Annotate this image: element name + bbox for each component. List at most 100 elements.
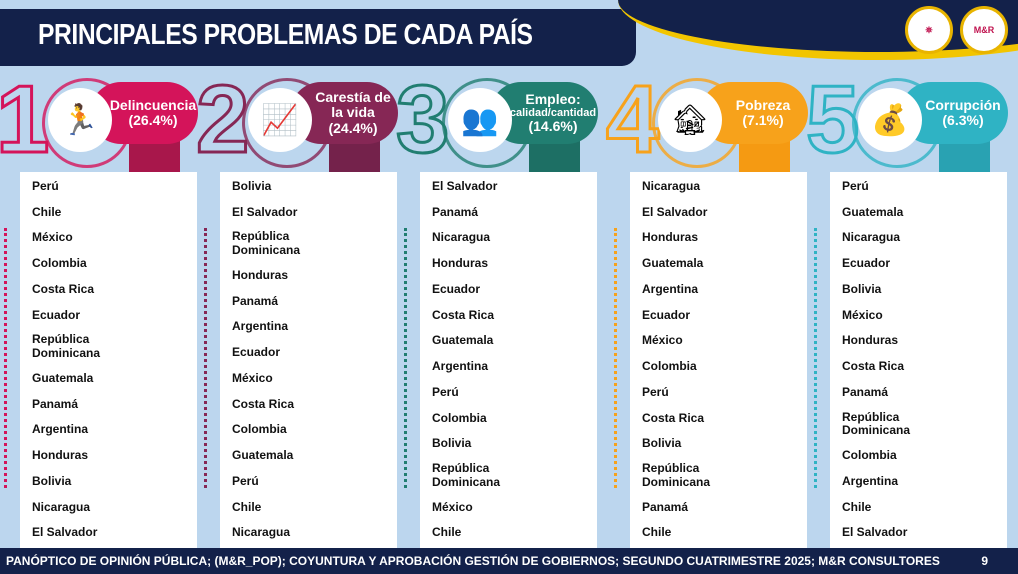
table-row: Bolivia 9.0% — [420, 432, 597, 458]
table-row: Costa Rica 32.4% — [20, 277, 197, 303]
page-number: 9 — [981, 554, 988, 568]
table-row: Panamá 5.6% — [830, 380, 1007, 406]
country-name: República Dominicana — [642, 461, 711, 489]
table-row: Ecuador 25.0% — [220, 340, 397, 366]
country-percent: 16.9% — [337, 474, 372, 489]
table-row: Chile 4.4% — [830, 495, 1007, 521]
country-name: Bolivia — [842, 281, 882, 296]
country-percent: 15.7% — [337, 500, 372, 515]
country-percent: 21.9% — [337, 448, 372, 463]
country-name: Perú — [32, 178, 59, 193]
problem-name: Corrupción — [925, 96, 1001, 113]
table-row: República Dominicana 27.2% — [220, 226, 397, 263]
mr-esomar-logo: M&R — [960, 6, 1008, 54]
table-row: Bolivia 4.7% — [630, 432, 807, 458]
logo-text: M&R — [973, 25, 995, 35]
table-row: Argentina 11.4% — [420, 354, 597, 380]
country-percent: 6.6% — [950, 282, 979, 297]
country-table: Nicaragua 23.2% El Salvador 10.3% Honduras 7.… — [630, 172, 807, 548]
country-name: Colombia — [32, 256, 87, 271]
table-row: Argentina 25.0% — [20, 417, 197, 443]
country-percent: 27.2% — [337, 237, 372, 252]
country-percent: 4.7% — [750, 437, 779, 452]
country-percent: 6.8% — [750, 282, 779, 297]
country-name: Ecuador — [842, 256, 891, 271]
problem-column-3: 3 👥 Empleo: calidad/cantidad (14.6%) El Sa… — [394, 68, 608, 548]
decorative-dots — [614, 228, 617, 488]
country-table: Perú 11.8% Guatemala 10.8% Nicaragua 8.8% Ecua… — [830, 172, 1007, 548]
country-percent: 23.2% — [747, 179, 782, 194]
country-name: Nicaragua — [232, 525, 291, 540]
country-percent: 26.2% — [337, 320, 372, 335]
country-name: Costa Rica — [32, 281, 95, 296]
table-row: México 6.3% — [830, 303, 1007, 329]
country-percent: 9.5% — [140, 500, 169, 515]
problem-percent: (26.4%) — [128, 112, 178, 128]
table-row: Nicaragua 8.8% — [830, 226, 1007, 252]
country-percent: 5.5% — [950, 417, 979, 432]
problem-subtitle: calidad/cantidad — [509, 106, 597, 119]
problem-percent: (14.6%) — [528, 118, 578, 135]
country-percent: 34.2% — [137, 231, 172, 246]
country-percent: 5.1% — [750, 385, 779, 400]
country-percent: 25.0% — [137, 423, 172, 438]
problem-percent: (6.3%) — [942, 112, 984, 128]
table-row: Guatemala 11.6% — [420, 329, 597, 355]
table-row: Argentina 6.8% — [630, 277, 807, 303]
table-row: El Salvador 31.9% — [220, 200, 397, 226]
table-row: Perú 11.2% — [420, 380, 597, 406]
money-chart-icon: 📈 — [248, 88, 312, 152]
table-row: Nicaragua 19.6% — [420, 226, 597, 252]
problem-column-1: 1 🏃 Delincuencia (26.4%) Perú 39.1% Chile 38… — [0, 68, 208, 548]
country-name: Panamá — [842, 384, 889, 399]
footer-source: PANÓPTICO DE OPINIÓN PÚBLICA; (M&R_POP);… — [6, 554, 940, 568]
table-row: México 23.3% — [220, 366, 397, 392]
country-percent: 23.5% — [537, 205, 572, 220]
table-row: Argentina 26.2% — [220, 314, 397, 340]
country-percent: 33.6% — [137, 257, 172, 272]
country-name: Chile — [32, 204, 62, 219]
country-percent: 10.3% — [747, 205, 782, 220]
country-name: México — [842, 307, 883, 322]
country-percent: 29.8% — [137, 371, 172, 386]
problem-label: Empleo: calidad/cantidad (14.6%) — [490, 82, 598, 144]
problem-name: Pobreza — [735, 96, 791, 113]
country-name: Honduras — [32, 448, 89, 463]
table-row: Bolivia 42.4% — [220, 174, 397, 200]
country-percent: 19.6% — [537, 231, 572, 246]
country-percent: 11.6% — [537, 334, 572, 349]
country-percent: 3.5% — [750, 500, 779, 515]
table-row: Nicaragua 23.2% — [630, 174, 807, 200]
country-name: Ecuador — [642, 307, 691, 322]
country-name: Bolivia — [32, 473, 72, 488]
country-name: Colombia — [232, 422, 287, 437]
country-percent: 6.3% — [950, 308, 979, 323]
country-name: Honduras — [232, 267, 289, 282]
rank-number: 5 — [804, 66, 860, 173]
country-percent: 20.1% — [137, 474, 172, 489]
country-percent: 11.4% — [537, 360, 572, 375]
country-percent: 22.0% — [337, 423, 372, 438]
country-name: Honduras — [842, 333, 899, 348]
table-row: El Salvador 4.3% — [20, 520, 197, 546]
table-row: Ecuador 7.3% — [830, 251, 1007, 277]
problem-percent: (7.1%) — [742, 112, 784, 128]
country-name: Ecuador — [32, 307, 81, 322]
country-name: Ecuador — [432, 281, 481, 296]
country-name: Perú — [842, 178, 869, 193]
table-row: Costa Rica 4.8% — [630, 406, 807, 432]
country-name: Perú — [432, 384, 459, 399]
country-percent: 32.4% — [137, 282, 172, 297]
country-name: Guatemala — [232, 448, 294, 463]
country-percent: 7.9% — [750, 231, 779, 246]
table-row: Honduras 23.4% — [20, 443, 197, 469]
country-percent: 38.4% — [137, 205, 172, 220]
table-row: México 34.2% — [20, 226, 197, 252]
country-percent: 5.5% — [950, 448, 979, 463]
country-name: México — [232, 370, 273, 385]
table-row: Guatemala 21.9% — [220, 443, 397, 469]
problem-percent: (24.4%) — [328, 119, 378, 136]
country-name: Costa Rica — [642, 410, 705, 425]
country-name: Nicaragua — [32, 499, 91, 514]
country-percent: 39.1% — [137, 179, 172, 194]
